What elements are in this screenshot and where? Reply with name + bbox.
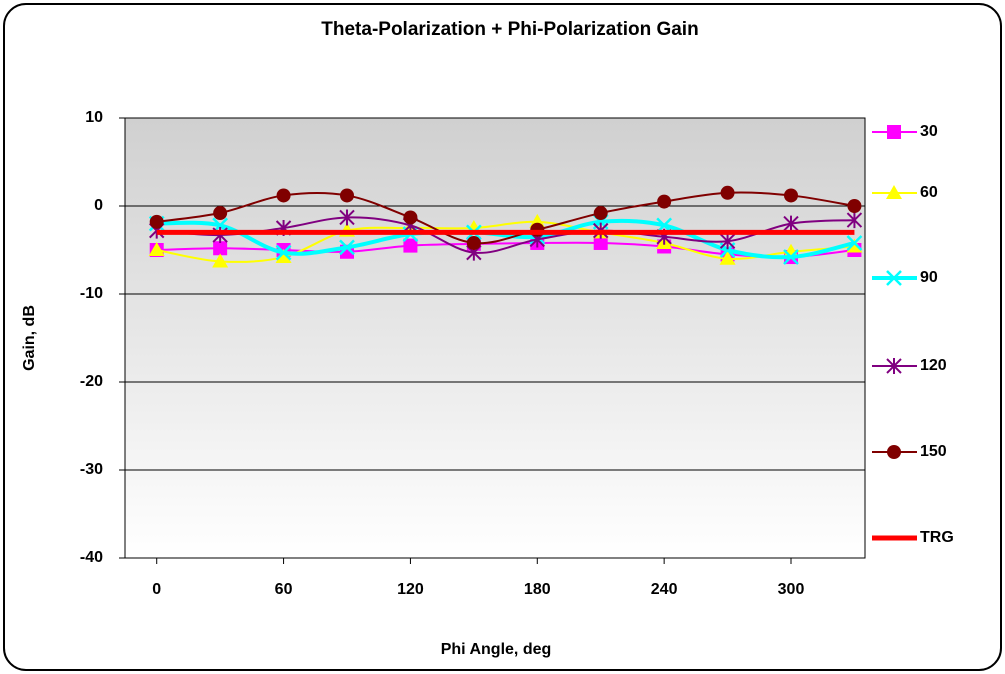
data-point (593, 235, 608, 250)
data-point (339, 209, 355, 226)
data-point (403, 238, 418, 253)
x-tick-label: 180 (524, 581, 551, 598)
data-point (657, 194, 672, 209)
legend-label: 90 (920, 269, 938, 286)
legend-label: 30 (920, 123, 938, 140)
legend-marker (887, 445, 901, 459)
x-tick-label: 0 (152, 581, 161, 598)
x-tick-label: 300 (778, 581, 805, 598)
data-point (275, 249, 292, 264)
y-axis-label: Gain, dB (21, 305, 38, 371)
y-tick-label: -30 (80, 461, 103, 478)
plot-area (124, 117, 866, 559)
data-point (846, 212, 863, 229)
data-point (784, 188, 798, 203)
legend-marker (886, 185, 902, 199)
data-point (213, 206, 228, 221)
legend-label: TRG (920, 529, 954, 546)
legend-label: 60 (920, 184, 938, 201)
x-axis-label: Phi Angle, deg (441, 641, 552, 658)
data-point (212, 253, 229, 268)
data-point (719, 233, 736, 250)
x-tick-label: 240 (651, 581, 678, 598)
data-point (149, 214, 164, 229)
data-point (846, 238, 863, 253)
data-point (213, 241, 228, 256)
x-tick-label: 60 (275, 581, 293, 598)
chart-title: Theta-Polarization + Phi-Polarization Ga… (321, 19, 698, 40)
data-point (846, 235, 863, 251)
y-tick-label: 0 (94, 197, 103, 214)
legend-marker (886, 358, 902, 374)
series-line (156, 218, 855, 260)
data-point (783, 215, 799, 232)
data-point (847, 199, 862, 213)
data-point (339, 239, 355, 256)
data-point (148, 242, 165, 256)
y-tick-label: -40 (80, 549, 103, 566)
y-tick-label: -10 (80, 285, 103, 302)
legend-marker (887, 125, 901, 139)
y-tick-label: 10 (85, 109, 103, 126)
y-tick-label: -20 (80, 373, 103, 390)
data-point (403, 210, 418, 225)
data-point (720, 185, 735, 200)
data-point (719, 250, 736, 265)
data-point (593, 206, 608, 221)
data-point (340, 188, 354, 203)
data-point (276, 188, 291, 203)
data-point (466, 235, 481, 250)
legend-label: 150 (920, 443, 947, 460)
data-point (275, 244, 292, 261)
data-point (783, 249, 799, 265)
legend-marker (886, 270, 902, 286)
legend-label: 120 (920, 357, 947, 374)
x-tick-label: 120 (397, 581, 424, 598)
